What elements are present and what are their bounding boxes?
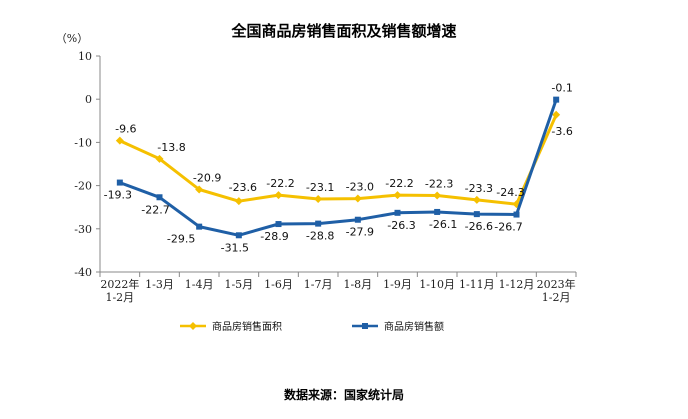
series-line-1 [119, 99, 558, 237]
x-tick-label: 1-8月 [343, 278, 372, 291]
data-label: -26.7 [494, 221, 522, 234]
data-point [116, 179, 123, 186]
data-label: -26.1 [429, 218, 457, 231]
data-point [156, 194, 163, 201]
data-label: -22.2 [266, 177, 294, 190]
data-label: -23.1 [306, 181, 334, 194]
data-point [553, 96, 560, 103]
legend-marker-1 [362, 323, 368, 329]
data-label: -19.3 [104, 189, 132, 202]
data-label: -22.7 [141, 203, 169, 216]
legend-marker-0 [189, 322, 197, 330]
x-tick-label: 1-10月 [419, 278, 455, 291]
data-point [155, 154, 164, 163]
data-source: 数据来源：国家统计局 [283, 388, 404, 402]
data-label: -20.9 [193, 171, 221, 184]
data-label: -29.5 [167, 233, 195, 246]
data-label: -28.9 [260, 230, 288, 243]
x-tick-label: 1-9月 [383, 278, 412, 291]
data-point [274, 191, 283, 200]
data-label: -0.1 [551, 82, 572, 95]
x-tick-label: 1-11月 [459, 278, 495, 291]
y-tick-label: 10 [78, 50, 92, 63]
legend-label-0: 商品房销售面积 [212, 320, 282, 333]
data-point [314, 194, 323, 203]
data-point [552, 110, 561, 119]
data-point [234, 197, 243, 206]
data-label: -23.3 [465, 182, 493, 195]
x-tick-label: 1-12月 [499, 278, 535, 291]
data-label: -28.8 [306, 230, 334, 243]
data-label: -9.6 [115, 123, 136, 136]
x-tick-label: 1-6月 [264, 278, 293, 291]
data-point [433, 191, 442, 200]
chart-title: 全国商品房销售面积及销售额增速 [231, 22, 457, 40]
x-tick-label: 2022年 1-2月 [100, 277, 139, 304]
data-label: -3.6 [551, 125, 572, 138]
data-label: -13.8 [157, 141, 185, 154]
y-tick-label: 0 [85, 93, 92, 106]
x-tick-label: 2023年 1-2月 [537, 277, 576, 304]
data-point [434, 208, 441, 215]
y-tick-label: -30 [74, 223, 92, 236]
data-label: -22.3 [425, 178, 453, 191]
data-point [513, 211, 520, 218]
data-point [394, 209, 401, 216]
data-point [472, 195, 481, 204]
data-point [354, 216, 361, 223]
x-tick-label: 1-5月 [224, 278, 253, 291]
data-label: -26.6 [465, 220, 493, 233]
data-point [235, 232, 242, 239]
data-point [196, 223, 203, 230]
data-label: -23.0 [346, 181, 374, 194]
data-label: -23.6 [229, 181, 257, 194]
data-label: -27.9 [346, 226, 374, 239]
data-point [473, 211, 480, 218]
x-tick-label: 1-4月 [185, 278, 214, 291]
data-label: -31.5 [221, 241, 249, 254]
data-point [195, 185, 204, 194]
data-point [275, 221, 282, 228]
x-tick-label: 1-7月 [304, 278, 333, 291]
data-point [315, 220, 322, 227]
legend-label-1: 商品房销售额 [384, 320, 444, 333]
y-axis-unit: （%） [56, 32, 88, 45]
series-line-0 [119, 114, 558, 206]
x-tick-label: 1-3月 [145, 278, 174, 291]
data-point [115, 136, 124, 145]
y-tick-label: -10 [74, 136, 92, 149]
data-label: -22.2 [385, 177, 413, 190]
y-tick-label: -20 [74, 180, 92, 193]
data-label: -26.3 [387, 219, 415, 232]
data-label: -24.3 [496, 186, 524, 199]
data-point [393, 191, 402, 200]
y-tick-label: -40 [74, 266, 92, 279]
data-point [353, 194, 362, 203]
